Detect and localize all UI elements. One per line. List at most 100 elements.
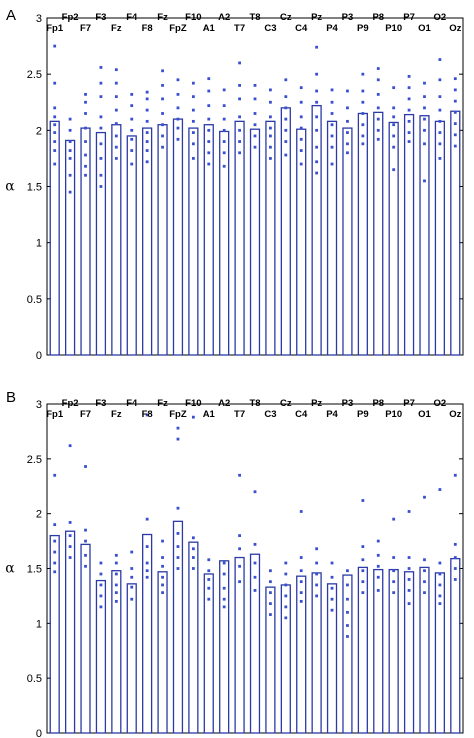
data-point	[114, 591, 118, 595]
data-point	[299, 600, 303, 603]
data-point	[114, 134, 118, 138]
data-point	[84, 539, 87, 543]
data-point	[114, 600, 118, 603]
data-point	[269, 157, 272, 160]
electrode-label: O2	[434, 398, 447, 409]
electrode-label: F8	[142, 409, 153, 420]
data-point	[99, 594, 103, 598]
data-point	[438, 594, 442, 598]
data-point	[161, 591, 164, 595]
data-point	[191, 81, 195, 85]
data-point	[407, 140, 411, 143]
data-point	[176, 137, 180, 141]
data-point	[376, 92, 380, 96]
data-point	[222, 164, 226, 168]
data-point	[284, 605, 288, 609]
bar-p4	[326, 583, 338, 734]
bar-fz	[111, 570, 122, 734]
data-point	[376, 539, 380, 543]
y-tick-label: 2	[36, 125, 42, 137]
data-point	[114, 553, 118, 557]
data-point	[53, 131, 57, 134]
data-point	[99, 605, 103, 609]
data-point	[176, 106, 180, 110]
data-point	[361, 123, 365, 127]
data-point	[315, 594, 319, 598]
data-point	[130, 137, 134, 141]
data-point	[161, 123, 164, 127]
data-point	[176, 426, 180, 430]
data-point	[423, 495, 426, 499]
data-point	[392, 134, 396, 138]
electrode-label: A1	[203, 23, 216, 34]
data-point	[453, 110, 457, 114]
data-point	[207, 597, 211, 601]
data-point	[407, 131, 411, 134]
data-point	[161, 145, 164, 149]
data-point	[315, 72, 319, 76]
electrode-label: A2	[218, 398, 230, 409]
electrode-label: Fz	[157, 12, 168, 23]
data-point	[315, 583, 319, 587]
data-point	[392, 168, 396, 172]
electrode-label: Fp1	[46, 409, 64, 420]
data-point	[53, 570, 57, 574]
bar-p10	[388, 568, 399, 734]
data-point	[392, 145, 396, 149]
data-point	[315, 160, 319, 164]
data-point	[130, 597, 134, 601]
data-point	[222, 104, 226, 108]
electrode-label: F7	[80, 409, 91, 420]
data-point	[161, 564, 164, 568]
bar-f8	[142, 533, 153, 734]
data-point	[361, 89, 365, 93]
data-point	[145, 569, 149, 573]
bar-fp1	[49, 120, 60, 356]
data-point	[68, 157, 72, 160]
data-point	[238, 128, 241, 132]
electrode-label: F4	[126, 12, 138, 23]
electrode-label: P8	[372, 398, 384, 409]
electrode-label: P4	[326, 23, 338, 34]
data-point	[161, 583, 164, 587]
data-point	[330, 123, 334, 127]
data-point	[392, 591, 396, 595]
data-point	[299, 591, 303, 595]
data-point	[99, 142, 103, 146]
data-point	[84, 100, 87, 104]
data-point	[284, 78, 288, 82]
data-point	[392, 556, 396, 559]
data-point	[68, 117, 72, 121]
data-point	[176, 506, 180, 510]
data-point	[130, 162, 134, 166]
electrode-label: P7	[403, 12, 415, 23]
y-tick-label: 0	[36, 728, 42, 738]
bar-o1	[419, 115, 430, 356]
electrode-label: Cz	[280, 398, 292, 409]
electrode-label: C4	[295, 409, 308, 420]
data-point	[346, 142, 349, 146]
electrode-label: F3	[95, 12, 106, 23]
data-point	[176, 78, 180, 82]
data-point	[361, 545, 365, 548]
data-point	[330, 586, 334, 590]
y-tick-label: 1	[36, 238, 42, 250]
data-point	[84, 153, 87, 157]
data-point	[346, 131, 349, 134]
data-point	[161, 134, 164, 138]
data-point	[207, 558, 211, 562]
y-axis-label: α	[5, 561, 15, 577]
data-point	[145, 97, 149, 101]
data-point	[315, 115, 319, 119]
data-point	[346, 583, 349, 587]
bar-a2	[219, 560, 230, 734]
electrode-label: A1	[203, 409, 216, 420]
data-point	[176, 92, 180, 96]
data-point	[269, 145, 272, 149]
data-point	[284, 594, 288, 598]
data-point	[453, 144, 457, 148]
data-point	[114, 95, 118, 99]
data-point	[253, 84, 257, 87]
electrode-label: F10	[185, 12, 201, 23]
data-point	[99, 561, 103, 565]
